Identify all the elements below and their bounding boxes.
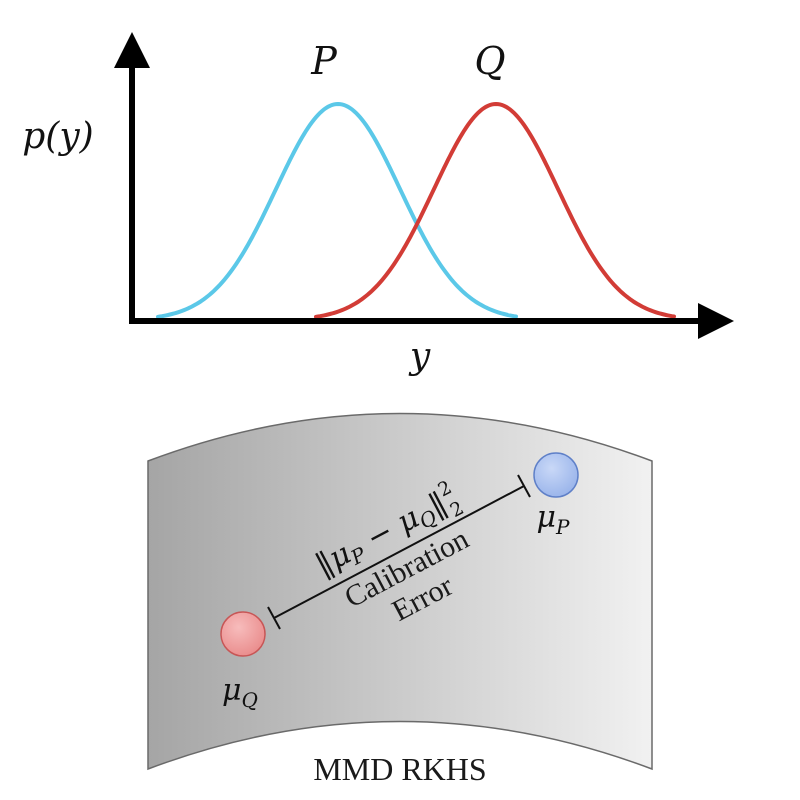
- x-axis-arrow-icon: [698, 303, 734, 339]
- distance-bar: [267, 474, 531, 630]
- curve-label-p: P: [310, 39, 338, 83]
- y-axis-arrow-icon: [114, 32, 150, 68]
- rkhs-surface-group: ‖μP − μQ‖22 Calibration Error μQ μP MMD …: [147, 412, 653, 787]
- rkhs-surface: [147, 412, 653, 771]
- point-mu-q: [220, 611, 266, 657]
- density-plot: P Q p(y) y: [22, 32, 734, 377]
- point-mu-p: [533, 452, 579, 498]
- label-mu-q: μQ: [222, 673, 258, 712]
- y-axis-label: p(y): [22, 116, 93, 157]
- curve-label-q: Q: [474, 39, 505, 83]
- curve-p: [156, 101, 518, 319]
- curve-q: [314, 101, 676, 319]
- x-axis-label: y: [408, 336, 431, 377]
- space-label: MMD RKHS: [313, 751, 486, 787]
- label-mu-p: μP: [537, 500, 571, 539]
